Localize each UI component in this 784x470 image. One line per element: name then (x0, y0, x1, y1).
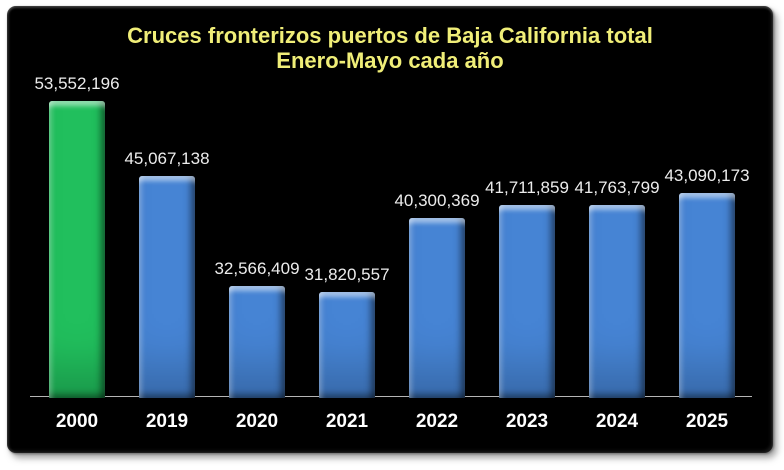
value-label-2022: 40,300,369 (394, 191, 480, 210)
bar-2022 (409, 218, 465, 398)
bar-2025 (679, 193, 735, 398)
value-label-2000: 53,552,196 (34, 74, 120, 93)
value-label-2021: 31,820,557 (304, 265, 390, 284)
value-label-2020: 32,566,409 (214, 259, 300, 278)
category-label-2023: 2023 (505, 411, 549, 432)
category-label-2024: 2024 (595, 411, 639, 432)
chart-frame: Cruces fronterizos puertos de Baja Calif… (7, 6, 773, 453)
value-label-2024: 41,763,799 (574, 178, 660, 197)
bar-2024 (589, 205, 645, 398)
bar-2019 (139, 176, 195, 398)
value-label-2023: 41,711,859 (485, 178, 569, 197)
x-axis-line (30, 396, 752, 397)
plot-area: 53,552,196 2000 45,067,138 2019 32,566,409 20… (7, 6, 773, 453)
category-label-2000: 2000 (55, 411, 99, 432)
value-label-2025: 43,090,173 (664, 166, 750, 185)
category-label-2022: 2022 (415, 411, 459, 432)
chart-title-line2: Enero-Mayo cada año (276, 48, 504, 73)
chart-title: Cruces fronterizos puertos de Baja Calif… (7, 23, 773, 73)
bar-2021 (319, 292, 375, 398)
bar-2000 (49, 101, 105, 398)
bar-2020 (229, 286, 285, 398)
category-label-2025: 2025 (685, 411, 729, 432)
value-label-2019: 45,067,138 (124, 149, 210, 168)
chart-title-line1: Cruces fronterizos puertos de Baja Calif… (127, 23, 653, 48)
category-label-2019: 2019 (145, 411, 189, 432)
bar-2023 (499, 205, 555, 398)
category-label-2020: 2020 (235, 411, 279, 432)
category-label-2021: 2021 (325, 411, 369, 432)
